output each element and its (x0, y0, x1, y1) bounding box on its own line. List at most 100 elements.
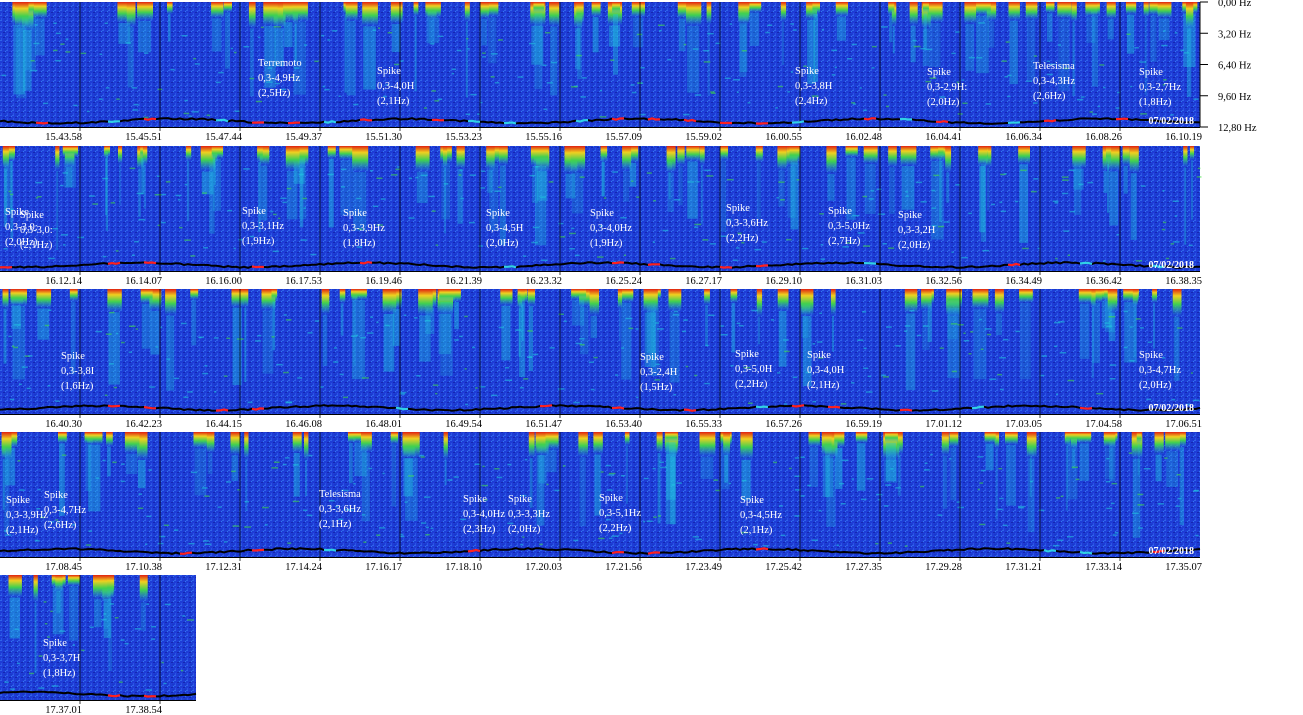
vertical-streak (293, 452, 300, 497)
noise-speckle (1114, 532, 1119, 534)
noise-speckle (539, 543, 543, 546)
noise-speckle (1116, 234, 1119, 236)
noise-speckle (923, 469, 930, 471)
noise-speckle (387, 32, 392, 34)
event-annotation: Spike 0,3-3,2H (2,0Hz) (898, 210, 936, 251)
vertical-streak (939, 157, 942, 223)
vertical-streak (340, 160, 353, 216)
energy-burst (835, 2, 848, 17)
noise-speckle (60, 43, 65, 45)
energy-burst (1190, 146, 1195, 161)
vertical-streak (749, 12, 760, 46)
noise-speckle (9, 398, 15, 401)
noise-speckle (298, 173, 304, 176)
noise-speckle (851, 382, 855, 384)
noise-speckle (546, 82, 553, 84)
noise-speckle (956, 81, 959, 83)
vertical-streak (501, 305, 511, 361)
event-type: Spike (20, 210, 44, 221)
noise-speckle (885, 484, 892, 486)
noise-speckle (1052, 200, 1059, 203)
noise-speckle (202, 372, 209, 375)
energy-burst (1106, 146, 1112, 165)
vertical-streak (63, 157, 76, 188)
noise-speckle (610, 59, 615, 61)
event-frequency-range: 0,3-3,1Hz (242, 221, 284, 232)
time-tick-label: 15.49.37 (285, 132, 322, 143)
noise-speckle (33, 42, 40, 45)
noise-speckle (204, 495, 210, 497)
noise-speckle (404, 314, 407, 316)
vertical-streak (244, 307, 247, 382)
noise-speckle (284, 457, 290, 459)
energy-burst (994, 432, 1000, 449)
noise-speckle (957, 506, 965, 509)
energy-burst (1078, 289, 1092, 304)
noise-speckle (673, 394, 677, 396)
noise-speckle (687, 181, 695, 183)
noise-speckle (430, 43, 435, 45)
energy-burst (1071, 2, 1077, 22)
vertical-streak (721, 160, 726, 233)
frequency-tick-label: 3,20 Hz (1218, 29, 1252, 40)
energy-burst (8, 575, 22, 598)
event-peak-frequency: (2,1Hz) (20, 240, 53, 251)
energy-burst (149, 289, 162, 311)
noise-speckle (851, 43, 857, 46)
noise-speckle (134, 628, 141, 630)
noise-speckle (399, 391, 407, 394)
vertical-streak (105, 156, 108, 231)
noise-speckle (204, 365, 208, 367)
event-type: Terremoto (258, 58, 302, 69)
noise-speckle (30, 69, 38, 72)
noise-speckle (267, 67, 273, 69)
vertical-streak (621, 302, 632, 380)
event-frequency-range: 0,3-5,0H (735, 364, 773, 375)
event-frequency-range: 0,3-4,5Hz (740, 510, 782, 521)
event-peak-frequency: (2,0Hz) (898, 240, 931, 251)
noise-speckle (1193, 98, 1199, 100)
vertical-streak (1074, 163, 1082, 215)
vertical-streak (264, 25, 276, 88)
noise-speckle (328, 500, 335, 502)
vertical-streak (13, 24, 25, 95)
noise-speckle (784, 350, 790, 353)
vertical-streak (140, 602, 146, 631)
noise-speckle (613, 261, 616, 263)
noise-speckle (1046, 73, 1053, 76)
noise-speckle (273, 26, 281, 28)
noise-speckle (842, 246, 849, 248)
noise-speckle (338, 518, 343, 520)
noise-speckle (1129, 360, 1135, 362)
noise-speckle (630, 84, 635, 86)
vertical-streak (322, 314, 328, 366)
noise-speckle (86, 110, 90, 113)
noise-speckle (705, 344, 709, 347)
noise-speckle (1184, 52, 1190, 54)
time-tick-label: 16.16.00 (205, 276, 242, 287)
energy-burst (845, 146, 858, 158)
noise-speckle (173, 377, 180, 380)
noise-speckle (1049, 63, 1056, 66)
energy-burst (33, 2, 47, 19)
noise-speckle (1077, 98, 1084, 101)
noise-speckle (333, 361, 339, 363)
noise-speckle (1111, 482, 1118, 485)
vertical-streak (787, 166, 796, 218)
vertical-streak (440, 301, 453, 376)
vertical-streak (985, 443, 994, 471)
noise-speckle (498, 186, 502, 188)
energy-burst (591, 2, 601, 17)
noise-speckle (912, 39, 917, 42)
vertical-streak (756, 162, 761, 219)
noise-speckle (327, 173, 334, 176)
noise-speckle (710, 243, 716, 245)
noise-speckle (1068, 169, 1075, 171)
noise-speckle (1109, 364, 1117, 366)
noise-speckle (920, 201, 927, 203)
noise-speckle (477, 113, 480, 115)
noise-speckle (472, 346, 476, 349)
noise-speckle (1190, 372, 1193, 374)
vertical-streak (1027, 458, 1035, 533)
event-type: Spike (590, 208, 614, 219)
